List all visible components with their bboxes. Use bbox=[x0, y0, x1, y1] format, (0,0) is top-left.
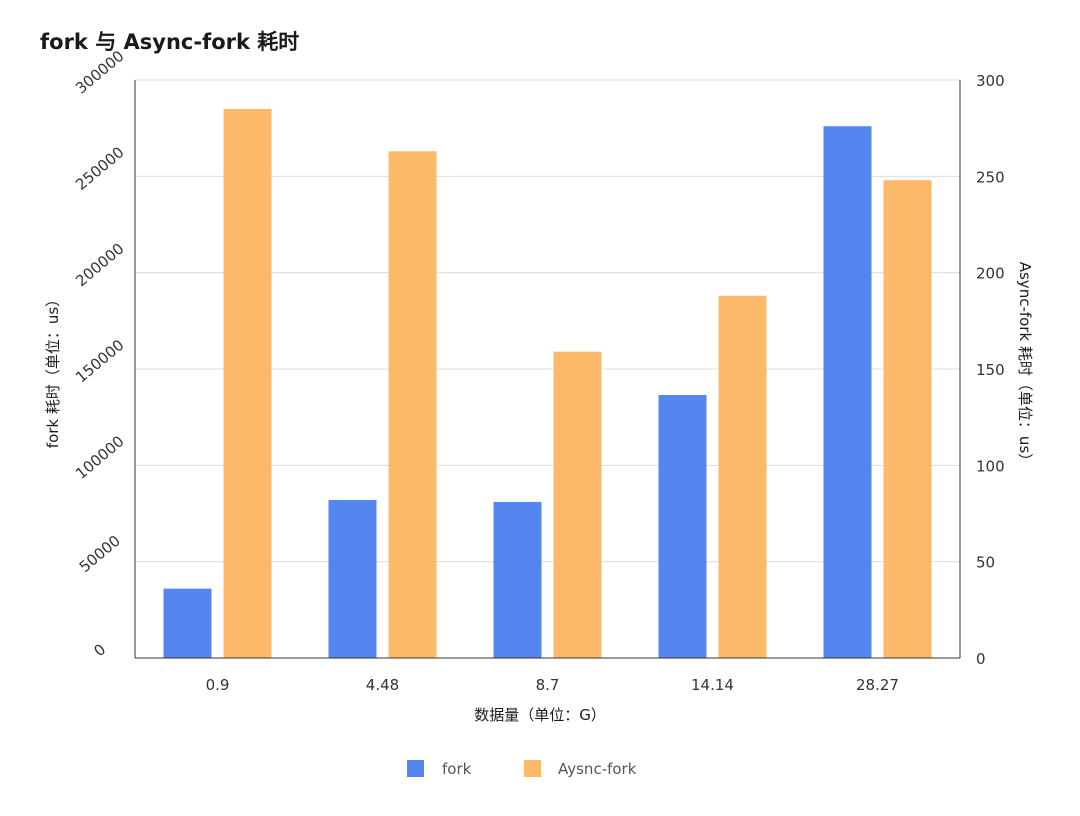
right-tick-label: 150 bbox=[976, 361, 1005, 379]
bars bbox=[163, 108, 932, 659]
left-tick-label: 250000 bbox=[72, 143, 127, 194]
right-tick-label: 200 bbox=[976, 265, 1005, 283]
y-axis-label-right: Async-fork 耗时（单位：us） bbox=[1016, 262, 1034, 469]
right-tick-label: 250 bbox=[976, 168, 1005, 186]
chart-title: fork 与 Async-fork 耗时 bbox=[40, 30, 300, 54]
x-tick-label: 14.14 bbox=[691, 676, 734, 694]
left-tick-label: 200000 bbox=[72, 240, 127, 291]
legend-swatch-Aysnc-fork bbox=[524, 760, 541, 777]
x-tick-label: 0.9 bbox=[206, 676, 230, 694]
legend-label-Aysnc-fork: Aysnc-fork bbox=[558, 760, 637, 778]
x-tick-label: 4.48 bbox=[366, 676, 399, 694]
x-tick-label: 28.27 bbox=[856, 676, 899, 694]
left-tick-label: 300000 bbox=[72, 47, 127, 98]
right-tick-label: 0 bbox=[976, 650, 986, 668]
axes bbox=[134, 80, 961, 659]
x-tick-label: 8.7 bbox=[536, 676, 560, 694]
x-axis-label: 数据量（单位：G） bbox=[474, 706, 606, 724]
bar-fork-14.14 bbox=[658, 395, 707, 658]
bar-Aysnc-fork-8.7 bbox=[553, 351, 602, 658]
gridlines bbox=[135, 79, 960, 563]
legend-label-fork: fork bbox=[442, 760, 472, 778]
bar-fork-8.7 bbox=[493, 501, 542, 658]
bar-Aysnc-fork-0.9 bbox=[223, 108, 272, 658]
right-tick-label: 100 bbox=[976, 457, 1005, 475]
legend-swatch-fork bbox=[407, 760, 424, 777]
left-tick-label: 150000 bbox=[72, 336, 127, 387]
right-axis-ticks: 0 50 100 150 200 250 300 bbox=[976, 72, 1005, 668]
right-tick-label: 50 bbox=[976, 554, 995, 572]
bar-Aysnc-fork-4.48 bbox=[388, 151, 437, 658]
bar-Aysnc-fork-14.14 bbox=[718, 295, 767, 658]
bar-fork-28.27 bbox=[823, 126, 872, 659]
x-axis-ticks: 0.9 4.48 8.7 14.14 28.27 bbox=[206, 676, 899, 694]
left-tick-label: 0 bbox=[90, 640, 109, 660]
bar-Aysnc-fork-28.27 bbox=[883, 180, 932, 659]
y-axis-label-left: fork 耗时（单位：us） bbox=[44, 292, 62, 448]
right-tick-label: 300 bbox=[976, 72, 1005, 90]
left-axis-ticks: 0 50000 100000 150000 200000 250000 300000 bbox=[72, 47, 127, 660]
left-tick-label: 100000 bbox=[72, 432, 127, 483]
legend: fork Aysnc-fork bbox=[407, 760, 637, 778]
left-tick-label: 50000 bbox=[76, 532, 124, 576]
bar-fork-0.9 bbox=[163, 588, 212, 658]
bar-fork-4.48 bbox=[328, 500, 377, 658]
